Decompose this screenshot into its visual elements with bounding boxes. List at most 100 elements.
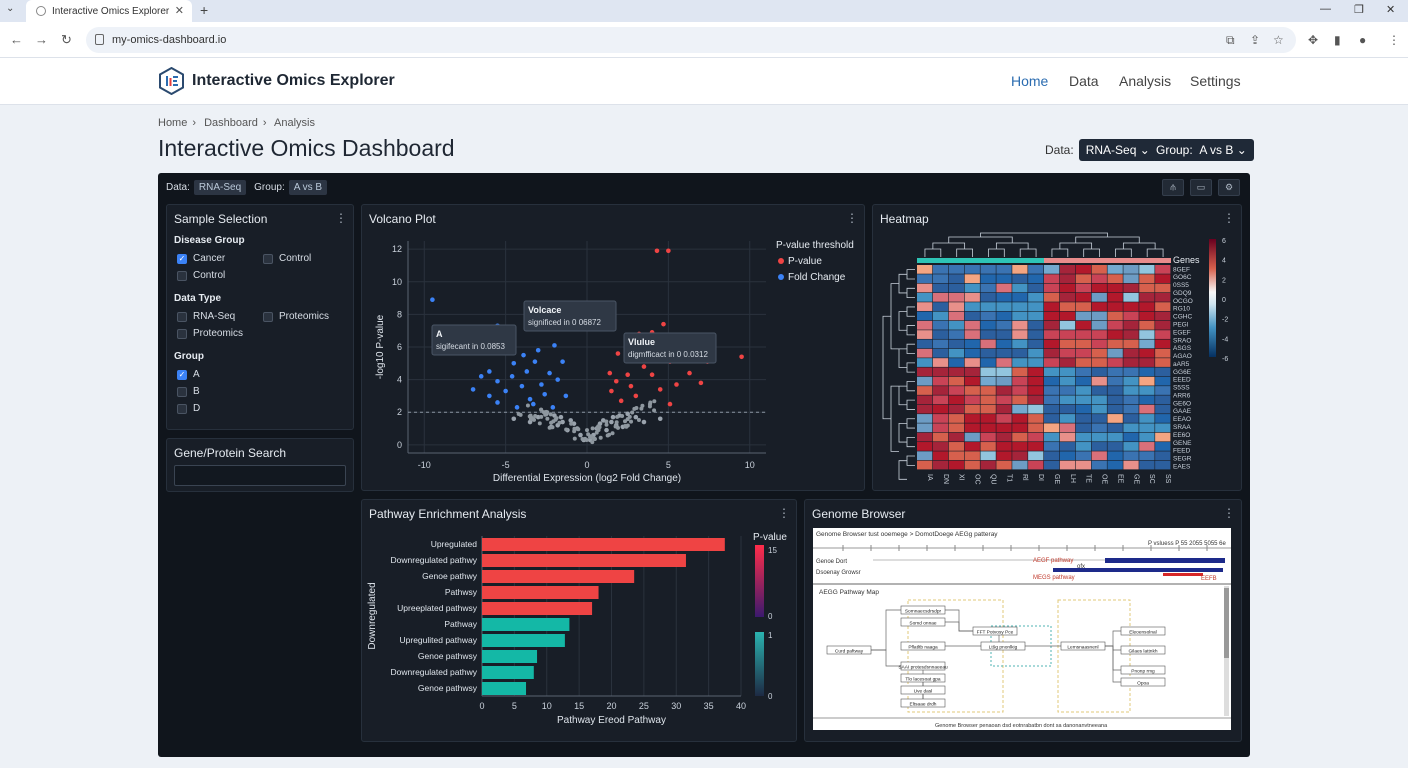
checkbox-control-2[interactable]: Control [177,270,225,281]
checkbox-group-b[interactable]: B [177,386,200,397]
more-vert-icon[interactable]: ⋮ [778,506,790,520]
browser-tab[interactable]: Interactive Omics Explorer ✕ [26,0,192,22]
more-vert-icon[interactable]: ⋮ [846,211,858,225]
heatmap-cell [917,358,933,367]
pathway-node [826,645,872,655]
scatter-point [625,417,630,422]
check-icon: ✓ [177,253,187,264]
breadcrumb-home[interactable]: Home [158,117,188,129]
pathway-region [907,599,1004,713]
category-label: Upregulited pathway [400,635,478,645]
heatmap-legend-title: Genes [1173,255,1200,265]
row-label: FEED [1173,448,1191,455]
bookmark-star-icon[interactable]: ☆ [1273,33,1284,47]
browser-menu-icon[interactable]: ⋮ [1388,33,1400,47]
checkbox-group-a[interactable]: ✓ A [177,369,200,380]
minimize-icon[interactable]: — [1320,3,1331,15]
scatter-point [554,416,559,421]
tab-search-icon[interactable]: ⌄ [6,3,15,14]
heatmap-cell [948,265,965,274]
checkbox-proteomics-2[interactable]: Proteomics [177,328,243,339]
nav-analysis[interactable]: Analysis [1119,73,1172,89]
translate-icon[interactable]: ⧉ [1226,33,1235,47]
site-info-icon[interactable] [95,34,104,45]
pathway-bar-chart[interactable]: 0 5 10 15 20 25 30 35 40UpregulatedDownregulated… [362,500,796,741]
scatter-point [514,405,520,410]
pathway-node [980,641,1026,651]
heatmap-cell [932,395,949,405]
heatmap-cell [980,404,996,414]
sidebar-icon[interactable]: ▮ [1334,33,1341,47]
browser-tab-strip: ⌄ Interactive Omics Explorer ✕ + — ❐ ✕ [0,0,1408,22]
category-label: Downregulated pathwy [391,555,478,565]
nav-settings[interactable]: Settings [1190,73,1241,89]
genome-browser-view[interactable]: Genome Browser tust ooemege > DomotDoege… [813,528,1231,730]
gene-search-input[interactable] [174,465,346,486]
data-select[interactable]: RNA-Seq ⌄ [1078,139,1157,161]
share-icon[interactable]: ⇪ [1250,33,1261,47]
maximize-icon[interactable]: ❐ [1354,4,1364,16]
heatmap-cell [932,348,949,358]
column-label: T1 [1005,474,1012,482]
profile-avatar-icon[interactable]: ● [1359,33,1367,47]
heatmap-title: Heatmap [880,212,929,226]
back-icon[interactable]: ← [10,32,23,47]
volcano-plot-chart[interactable]: -10 -5 0 5 10 0 2 4 6 8 10 12 Differential Expressio… [362,205,864,490]
heatmap-cell [932,367,949,377]
heatmap-cell [1155,386,1171,395]
colorbar-tick: 1 [768,631,773,640]
heatmap-cell [1028,460,1044,470]
scatter-point [661,321,666,327]
window-close-icon[interactable]: ✕ [1386,4,1396,16]
heatmap-cell [1091,358,1107,367]
heatmap-cell [1044,451,1060,461]
dashboard-data-chip[interactable]: RNA-Seq [193,180,247,195]
breadcrumb-dashboard[interactable]: Dashboard [204,117,258,129]
row-label: RG10 [1173,306,1190,313]
row-label: ARR6 [1173,392,1191,399]
checkbox-control[interactable]: Control [263,253,311,264]
heatmap-cell [1075,414,1092,423]
heatmap-cell [1123,274,1139,284]
dashboard-filter-bar: Data: RNA-Seq Group: A vs B [166,180,335,195]
pathway-node [900,698,946,708]
reload-icon[interactable]: ↻ [61,32,72,47]
heatmap-cell [1028,320,1044,330]
nav-home[interactable]: Home [1011,73,1049,89]
gene-search-title: Gene/Protein Search [174,446,287,460]
heatmap-cell [1059,442,1076,451]
dashboard-group-chip[interactable]: A vs B [288,180,328,195]
filter-icon[interactable]: ⫛ [1162,179,1184,196]
checkbox-cancer[interactable]: ✓ Cancer [177,253,225,264]
address-bar[interactable]: my-omics-dashboard.io [86,27,1296,53]
more-vert-icon[interactable]: ⋮ [1223,211,1235,225]
checkbox-group-d[interactable]: D [177,403,200,414]
more-vert-icon[interactable]: ⋮ [1223,506,1235,520]
group-select[interactable]: Group: A vs B ⌄ [1152,139,1254,161]
checkbox-proteomics[interactable]: Proteomics [263,311,329,322]
scatter-point [666,248,671,254]
heatmap-cell [1123,367,1139,377]
close-tab-icon[interactable]: ✕ [174,5,184,17]
scatter-point [652,399,657,404]
heatmap-cell [1012,395,1028,405]
heatmap-chart[interactable]: 8GEFGO6C0SS5GDQ9OCGORG10CGHCPEGIEGEFSRAO… [873,205,1241,490]
more-vert-icon[interactable]: ⋮ [335,211,347,225]
heatmap-cell [964,330,980,339]
nav-data[interactable]: Data [1069,73,1099,89]
new-tab-icon[interactable]: + [200,2,209,18]
heatmap-cell [948,404,965,414]
colorbar-tick: -6 [1222,356,1228,363]
scatter-point [487,393,492,399]
fullscreen-icon[interactable]: ▭ [1190,179,1212,196]
heatmap-cell [980,442,996,451]
scatter-point [657,387,663,392]
settings-gear-icon[interactable]: ⚙ [1218,179,1240,196]
genome-browser-title: Genome Browser [812,507,906,521]
address-bar-url: my-omics-dashboard.io [112,34,227,46]
forward-icon[interactable]: → [35,32,48,47]
checkbox-rna-seq[interactable]: RNA-Seq [177,311,235,322]
extensions-icon[interactable]: ✥ [1308,33,1319,47]
colorbar-red [755,545,764,617]
row-label: GG6E [1173,369,1192,376]
